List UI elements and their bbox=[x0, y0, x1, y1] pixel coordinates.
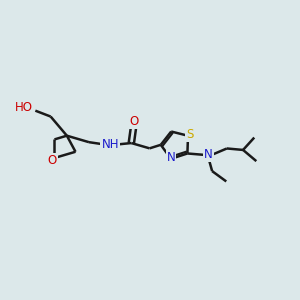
Text: S: S bbox=[186, 128, 193, 141]
Text: O: O bbox=[47, 154, 57, 167]
Text: NH: NH bbox=[101, 138, 119, 151]
Text: N: N bbox=[167, 151, 175, 164]
Text: N: N bbox=[204, 148, 213, 161]
Text: O: O bbox=[129, 115, 138, 128]
Text: HO: HO bbox=[14, 100, 32, 114]
